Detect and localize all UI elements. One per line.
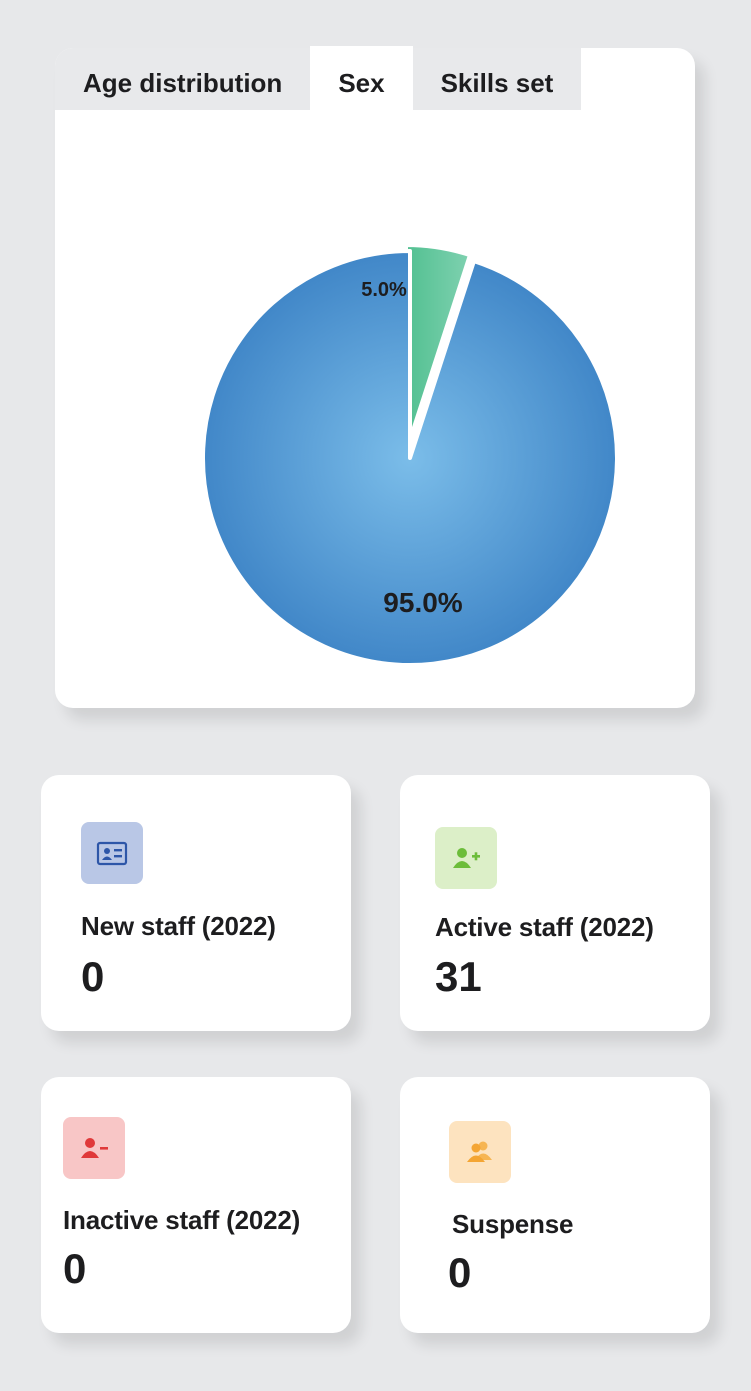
chart-tabs: Age distribution Sex Skills set xyxy=(55,46,582,110)
pie-chart-area: 5.0% 95.0% xyxy=(55,110,695,708)
stat-label: Active staff (2022) xyxy=(435,912,654,942)
stat-label: Inactive staff (2022) xyxy=(63,1205,301,1235)
stat-value: 0 xyxy=(448,1249,472,1296)
pie-slice-label-0: 5.0% xyxy=(361,279,407,301)
tab-sex[interactable]: Sex xyxy=(310,46,413,110)
pie-slice-label-1: 95.0% xyxy=(383,587,462,618)
stat-label: Suspense xyxy=(452,1209,574,1239)
sex-chart-card: Age distribution Sex Skills set 5.0% 95.0… xyxy=(55,46,695,708)
pie-slice-1[interactable] xyxy=(201,249,619,667)
id-card-icon xyxy=(81,822,143,884)
stat-card-inactive-staff[interactable]: Inactive staff (2022) 0 xyxy=(41,1077,351,1333)
stat-value: 0 xyxy=(81,953,105,1000)
user-plus-icon xyxy=(435,827,497,889)
stat-card-new-staff[interactable]: New staff (2022) 0 xyxy=(41,775,351,1031)
stat-card-suspense[interactable]: Suspense 0 xyxy=(400,1077,710,1333)
stat-label: New staff (2022) xyxy=(81,911,276,941)
stat-value: 0 xyxy=(63,1245,87,1292)
pie-slice-0[interactable] xyxy=(404,243,472,454)
users-icon xyxy=(449,1121,511,1183)
pie-chart: 5.0% 95.0% xyxy=(201,243,619,667)
stat-card-active-staff[interactable]: Active staff (2022) 31 xyxy=(400,775,710,1031)
user-minus-icon xyxy=(63,1117,125,1179)
tab-age-distribution[interactable]: Age distribution xyxy=(55,48,311,110)
stat-value: 31 xyxy=(435,953,482,1000)
tab-skills-set[interactable]: Skills set xyxy=(412,48,582,110)
